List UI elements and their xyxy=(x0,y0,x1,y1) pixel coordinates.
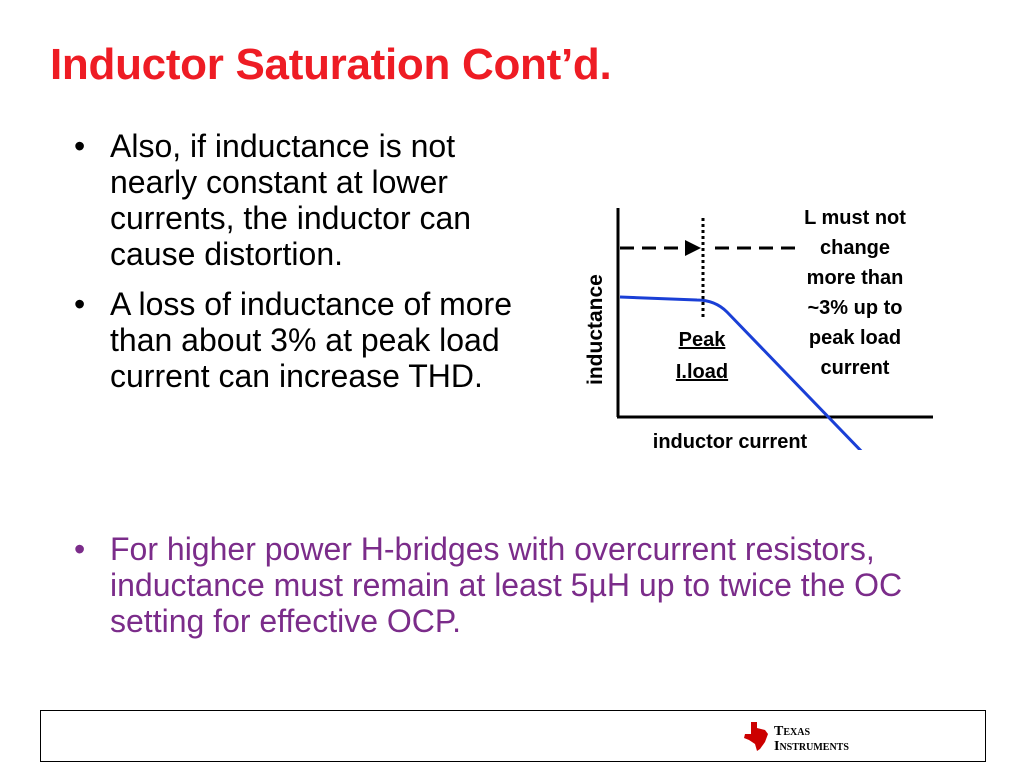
texas-instruments-logo: Texas Instruments xyxy=(744,722,849,754)
logo-text-line2: Instruments xyxy=(774,739,849,754)
peak-label: Peak xyxy=(679,329,727,351)
bullet-item: Also, if inductance is not nearly consta… xyxy=(70,128,550,272)
bullet-list: Also, if inductance is not nearly consta… xyxy=(70,128,550,408)
note-line: change xyxy=(820,237,890,259)
y-axis-label: inductance xyxy=(584,274,607,385)
bullet-list-highlight: For higher power H-bridges with overcurr… xyxy=(70,531,970,639)
footer-bar xyxy=(40,710,986,762)
slide-title: Inductor Saturation Cont’d. xyxy=(50,40,612,89)
logo-text-line1: Texas xyxy=(774,724,810,739)
note-line: ~3% up to xyxy=(807,297,902,319)
x-axis-label: inductor current xyxy=(653,431,808,453)
note-line: current xyxy=(821,357,890,379)
peak-label: I.load xyxy=(676,361,728,383)
texas-state-icon xyxy=(744,722,768,751)
note-line: L must not xyxy=(804,207,906,229)
inductance-curve xyxy=(619,295,863,450)
bullet-item: A loss of inductance of more than about … xyxy=(70,286,550,394)
saturation-note: L must not change more than ~3% up to pe… xyxy=(804,207,906,379)
note-line: peak load xyxy=(809,327,901,349)
inductance-diagram: inductance inductor current Peak I.load … xyxy=(584,207,933,453)
note-line: more than xyxy=(807,267,904,289)
bullet-item: For higher power H-bridges with overcurr… xyxy=(70,531,970,639)
limit-arrow-icon xyxy=(685,240,701,256)
